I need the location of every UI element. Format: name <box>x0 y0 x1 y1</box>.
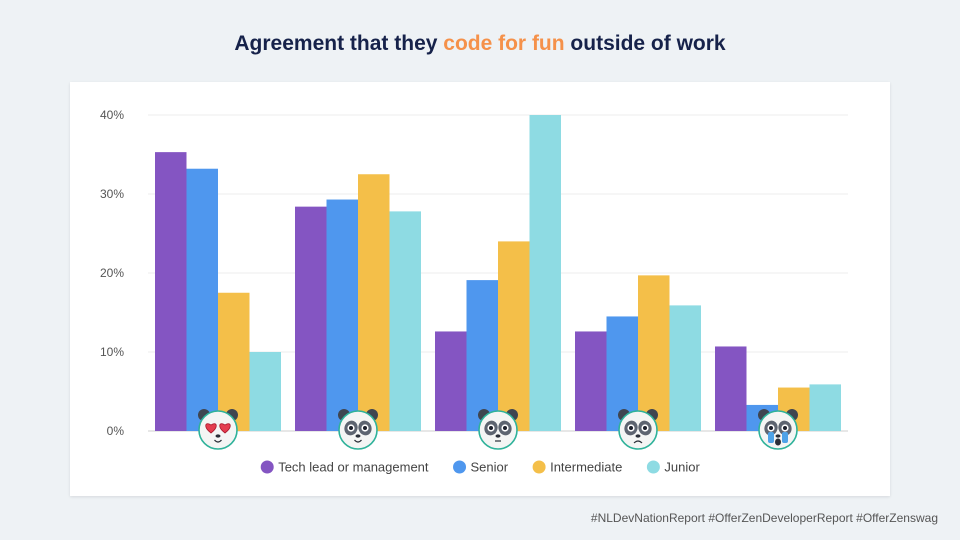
bar <box>638 275 670 431</box>
eye-pupil <box>363 426 367 430</box>
panda-nose <box>215 434 221 438</box>
panda-head <box>618 410 658 450</box>
legend-swatch <box>532 460 546 474</box>
eye-pupil <box>643 426 647 430</box>
bar <box>669 305 701 431</box>
y-tick-label: 40% <box>100 108 124 122</box>
legend-label: Junior <box>664 460 700 475</box>
bar <box>498 241 530 431</box>
tear <box>768 432 774 443</box>
legend-label: Tech lead or management <box>278 460 429 475</box>
bar <box>186 168 218 431</box>
bar <box>809 384 841 431</box>
y-tick-label: 20% <box>100 266 124 280</box>
y-tick-label: 10% <box>100 345 124 359</box>
bar <box>715 346 747 431</box>
panda-nose <box>775 434 781 438</box>
panda-head <box>198 410 238 450</box>
panda-head <box>478 410 518 450</box>
heart-eye <box>205 423 217 434</box>
footer-hashtags: #NLDevNationReport #OfferZenDeveloperRep… <box>590 511 938 525</box>
eye-pupil <box>349 426 353 430</box>
panda-nose <box>355 434 361 438</box>
bar <box>466 280 498 431</box>
legend-swatch <box>646 460 660 474</box>
love-eyes-panda <box>198 409 238 450</box>
bar <box>358 174 390 431</box>
chart-card: 0% 10% 20% 30% 40% Tech lead or management Se… <box>70 82 890 496</box>
panda-mouth <box>354 439 362 443</box>
panda-mouth <box>214 439 222 443</box>
bar <box>295 206 327 431</box>
bar <box>389 211 421 431</box>
y-tick-label: 30% <box>100 187 124 201</box>
eye-pupil <box>783 426 787 430</box>
crying-panda <box>758 409 798 450</box>
legend-swatch <box>453 460 467 474</box>
eye-pupil <box>503 426 507 430</box>
legend-swatch <box>260 460 274 474</box>
tear <box>782 432 788 443</box>
bar <box>435 331 467 431</box>
bar <box>155 152 187 431</box>
neutral-panda <box>478 409 518 450</box>
y-tick-label: 0% <box>107 424 125 438</box>
title-prefix: Agreement that they <box>234 32 444 55</box>
legend-label: Intermediate <box>550 460 622 475</box>
title-suffix: outside of work <box>564 32 726 55</box>
eye-pupil <box>489 426 493 430</box>
bar <box>529 115 561 431</box>
bar-chart: 0% 10% 20% 30% 40% Tech lead or management Se… <box>100 108 848 475</box>
eye-pupil <box>629 426 633 430</box>
chart-title: Agreement that they code for fun outside… <box>0 32 960 56</box>
title-highlight: code for fun <box>443 32 565 55</box>
heart-eye <box>219 423 231 434</box>
panda-mouth <box>633 440 643 444</box>
sad-panda <box>618 409 658 450</box>
legend-label: Senior <box>471 460 509 475</box>
happy-panda <box>338 409 378 450</box>
bar <box>575 331 607 431</box>
panda-mouth <box>775 438 781 446</box>
panda-head <box>338 410 378 450</box>
eye-pupil <box>769 426 773 430</box>
bar <box>249 352 281 431</box>
bar <box>326 199 358 431</box>
panda-nose <box>635 434 641 438</box>
panda-nose <box>495 434 501 438</box>
bar <box>218 292 250 431</box>
